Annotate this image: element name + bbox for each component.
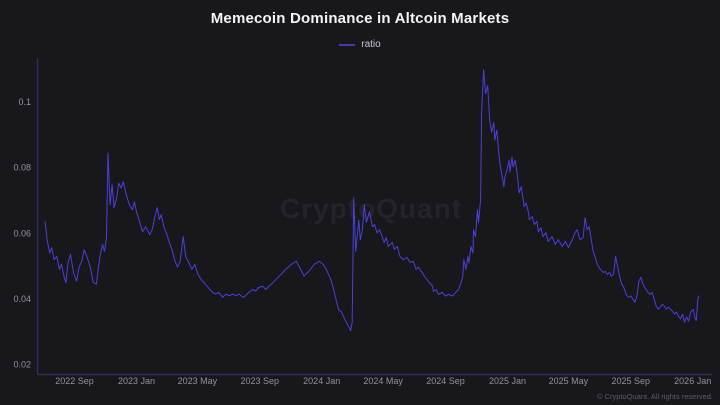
x-tick-label: 2024 Sep bbox=[426, 376, 465, 386]
y-tick-label: 0.04 bbox=[13, 294, 31, 304]
x-tick-label: 2026 Jan bbox=[674, 376, 711, 386]
x-tick-label: 2023 Jan bbox=[118, 376, 155, 386]
y-tick-label: 0.08 bbox=[13, 163, 31, 173]
legend-series-label: ratio bbox=[361, 39, 381, 50]
y-tick-label: 0.02 bbox=[13, 360, 31, 370]
x-tick-label: 2025 Jan bbox=[489, 376, 526, 386]
legend: ratio bbox=[0, 39, 720, 50]
legend-line-swatch-icon bbox=[339, 43, 356, 46]
ratio-line-series bbox=[44, 69, 700, 332]
chart-title: Memecoin Dominance in Altcoin Markets bbox=[210, 10, 510, 27]
y-tick-label: 0.1 bbox=[18, 97, 31, 107]
y-tick-label: 0.06 bbox=[13, 228, 31, 238]
x-tick-label: 2024 Jan bbox=[303, 376, 340, 386]
x-tick-label: 2025 Sep bbox=[612, 376, 651, 386]
x-tick-label: 2023 May bbox=[178, 376, 218, 386]
x-tick-label: 2023 Sep bbox=[241, 376, 280, 386]
x-tick-label: 2024 May bbox=[363, 376, 403, 386]
x-tick-label: 2022 Sep bbox=[55, 376, 94, 386]
copyright-notice: © CryptoQuant. All rights reserved. bbox=[597, 392, 713, 401]
x-tick-label: 2025 May bbox=[549, 376, 589, 386]
